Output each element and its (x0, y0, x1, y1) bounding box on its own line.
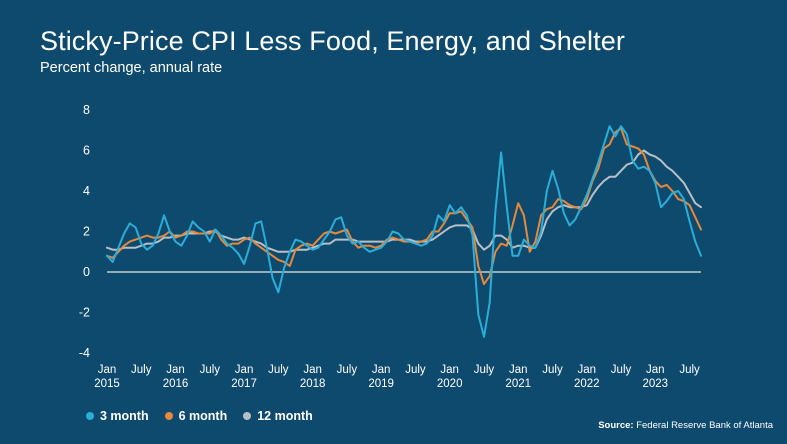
x-tick-month-label: July (131, 364, 152, 376)
x-tick-month-label: July (474, 364, 495, 376)
y-tick-label: -4 (79, 346, 90, 360)
y-tick-label: 6 (83, 144, 90, 158)
y-tick-label: 0 (83, 265, 90, 279)
legend-item-6-month[interactable]: 6 month (164, 409, 228, 423)
y-axis-labels: -4 -2 0 2 4 6 8 (79, 103, 90, 360)
series-line-6-month (106, 127, 702, 286)
legend-item-12-month[interactable]: 12 month (243, 409, 313, 423)
source-note: Source: Federal Reserve Bank of Atlanta (598, 420, 773, 431)
x-tick-month-label: July (337, 364, 358, 376)
x-tick-month-label: Jan (166, 364, 185, 376)
x-tick-year-label: 2023 (643, 378, 669, 390)
legend-swatch-12-month (243, 412, 252, 420)
legend-label-3-month: 3 month (100, 409, 149, 423)
x-tick-month-label: July (268, 364, 289, 376)
x-tick-month-label: Jan (235, 364, 254, 376)
y-tick-label: 2 (83, 225, 90, 239)
y-tick-label: 4 (83, 184, 90, 198)
x-tick-year-label: 2021 (505, 378, 531, 390)
x-tick-month-label: Jan (98, 364, 117, 376)
x-tick-month-label: Jan (646, 364, 665, 376)
series-line-3-month (106, 125, 702, 338)
x-tick-month-label: July (200, 364, 221, 376)
x-tick-month-label: July (611, 364, 632, 376)
x-tick-year-label: 2020 (437, 378, 463, 390)
x-tick-year-label: 2019 (368, 378, 394, 390)
legend: 3 month 6 month 12 month (86, 409, 329, 423)
x-tick-year-label: 2016 (163, 378, 189, 390)
legend-label-6-month: 6 month (178, 409, 228, 423)
legend-swatch-6-month (164, 412, 173, 420)
source-text: Federal Reserve Bank of Atlanta (636, 420, 773, 431)
x-tick-month-label: Jan (303, 364, 322, 376)
x-tick-month-label: July (679, 364, 700, 376)
x-tick-month-label: July (405, 364, 426, 376)
legend-item-3-month[interactable]: 3 month (86, 409, 149, 423)
x-tick-year-label: 2015 (94, 378, 120, 390)
x-tick-month-label: Jan (440, 364, 459, 376)
x-tick-month-label: Jan (509, 364, 528, 376)
legend-label-12-month: 12 month (257, 409, 313, 423)
series-lines (106, 125, 702, 338)
y-tick-label: -2 (79, 306, 90, 320)
legend-swatch-3-month (86, 412, 94, 420)
x-tick-month-label: July (542, 364, 563, 376)
x-tick-month-label: Jan (577, 364, 596, 376)
x-tick-year-label: 2018 (300, 378, 326, 390)
chart-subtitle: Percent change, annual rate (40, 60, 223, 76)
x-tick-year-label: 2022 (574, 378, 600, 390)
x-tick-month-label: Jan (372, 364, 391, 376)
series-line-12-month (106, 149, 702, 253)
y-tick-label: 8 (83, 103, 90, 117)
x-tick-year-label: 2017 (231, 378, 257, 390)
source-label: Source: (598, 420, 634, 431)
chart-title: Sticky-Price CPI Less Food, Energy, and … (40, 26, 625, 56)
x-axis-labels: Jan 2015 July Jan 2016 July Jan 2017 July Jan 2018… (94, 364, 700, 390)
